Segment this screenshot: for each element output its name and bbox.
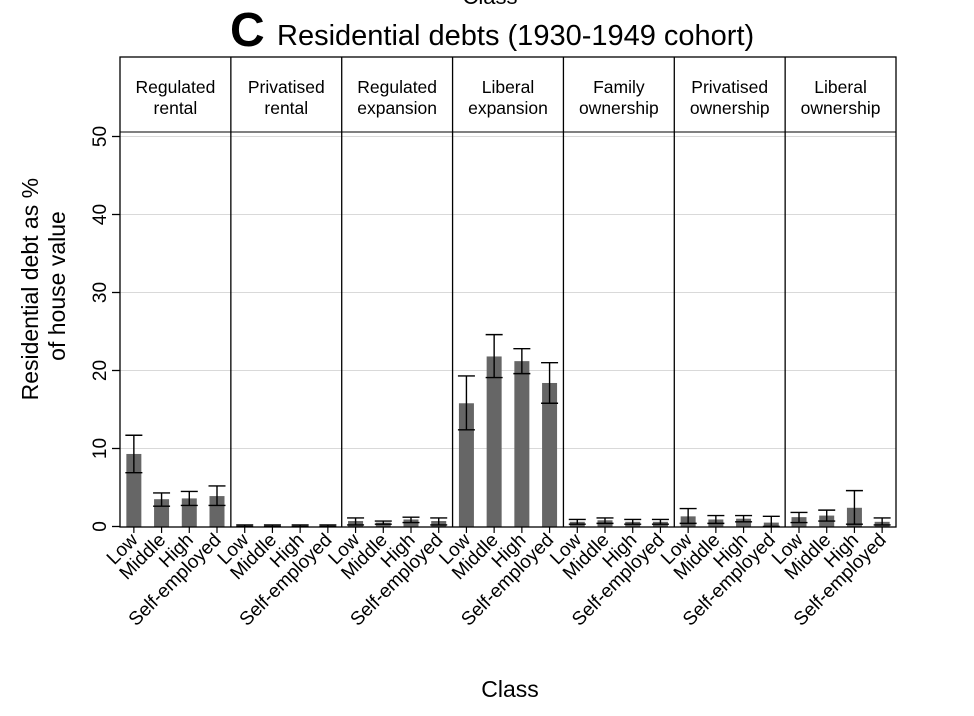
panel-label-line: rental	[154, 98, 198, 118]
panel-label-line: Regulated	[136, 77, 216, 97]
panel-label-line: rental	[264, 98, 308, 118]
panel-strip-5	[563, 57, 675, 132]
panel-strip-3	[341, 57, 453, 132]
panel-label-5: Family ownership	[579, 77, 659, 118]
panel-strip-2	[230, 57, 342, 132]
panel-strip-6	[674, 57, 786, 132]
panel-label-line: Regulated	[357, 77, 437, 97]
bar-4-self-employed	[542, 382, 558, 527]
chart-title: Residential debts (1930-1949 cohort)	[277, 20, 754, 52]
panel-strip-7	[785, 57, 896, 132]
panel-label-line: ownership	[690, 98, 770, 118]
panel-label-line: Liberal	[814, 77, 867, 97]
panel-strip-1	[120, 57, 231, 132]
bar-4-middle	[486, 356, 502, 527]
panel-strip-4	[452, 57, 564, 132]
panel-label-6: Privatised ownership	[690, 77, 770, 118]
y-tick-label-50: 50	[90, 126, 111, 147]
y-tick-label-0: 0	[90, 521, 111, 532]
panel-label-line: expansion	[468, 98, 548, 118]
y-tick-label-10: 10	[90, 438, 111, 459]
y-axis-title-line-1: Residential debt as %	[17, 178, 43, 400]
panel-label-line: Privatised	[691, 77, 768, 97]
panel-label-7: Liberal ownership	[801, 77, 881, 118]
panel-label-2: Privatised rental	[248, 77, 325, 118]
plot-frame	[119, 56, 897, 528]
panel-label-line: ownership	[801, 98, 881, 118]
bar-4-high	[514, 361, 530, 527]
bar-1-self-employed	[209, 496, 225, 527]
y-tick-label-20: 20	[90, 360, 111, 381]
bar-4-low	[458, 403, 474, 527]
panel-label-3: Regulated expansion	[357, 77, 437, 118]
bar-6-high	[736, 518, 752, 527]
y-tick-label-40: 40	[90, 204, 111, 225]
panel-label-line: ownership	[579, 98, 659, 118]
panel-label-line: expansion	[357, 98, 437, 118]
y-axis-title-line-2: of house value	[44, 211, 70, 361]
panel-label-1: Regulated rental	[136, 77, 216, 118]
panel-label-line: Privatised	[248, 77, 325, 97]
panel-label-4: Liberal expansion	[468, 77, 548, 118]
panel-letter: C	[230, 4, 265, 57]
panel-label-line: Liberal	[482, 77, 535, 97]
y-tick-label-30: 30	[90, 282, 111, 303]
panel-label-line: Family	[593, 77, 645, 97]
x-axis-title: Class	[481, 676, 539, 702]
cropped-top-label: Class	[462, 0, 517, 9]
y-axis-title: Residential debt as % of house value	[17, 172, 70, 401]
